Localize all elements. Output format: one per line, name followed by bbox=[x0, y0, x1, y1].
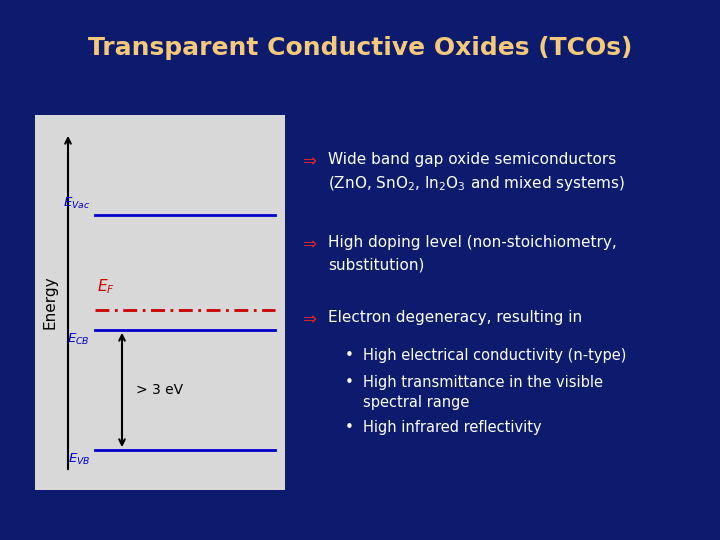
Text: Wide band gap oxide semiconductors: Wide band gap oxide semiconductors bbox=[328, 152, 616, 167]
Text: $E_{VB}$: $E_{VB}$ bbox=[68, 452, 90, 467]
Text: •: • bbox=[345, 375, 354, 390]
Text: ⇒: ⇒ bbox=[302, 152, 316, 170]
Text: substitution): substitution) bbox=[328, 257, 424, 272]
Text: High transmittance in the visible: High transmittance in the visible bbox=[363, 375, 603, 390]
Text: High electrical conductivity (n-type): High electrical conductivity (n-type) bbox=[363, 348, 626, 363]
Text: $E_F$: $E_F$ bbox=[97, 278, 115, 296]
Text: ⇒: ⇒ bbox=[302, 310, 316, 328]
Text: High infrared reflectivity: High infrared reflectivity bbox=[363, 420, 541, 435]
Bar bbox=[35, 115, 285, 490]
Text: $E_{CB}$: $E_{CB}$ bbox=[68, 332, 90, 347]
Text: spectral range: spectral range bbox=[363, 395, 469, 410]
Text: •: • bbox=[345, 348, 354, 363]
Text: High doping level (non-stoichiometry,: High doping level (non-stoichiometry, bbox=[328, 235, 617, 250]
Text: (ZnO, SnO$_2$, In$_2$O$_3$ and mixed systems): (ZnO, SnO$_2$, In$_2$O$_3$ and mixed sys… bbox=[328, 174, 625, 193]
Text: > 3 eV: > 3 eV bbox=[136, 383, 183, 397]
Text: ⇒: ⇒ bbox=[302, 235, 316, 253]
Text: $E_{Vac}$: $E_{Vac}$ bbox=[63, 196, 90, 211]
Text: Electron degeneracy, resulting in: Electron degeneracy, resulting in bbox=[328, 310, 582, 325]
Text: Energy: Energy bbox=[42, 276, 58, 329]
Text: Transparent Conductive Oxides (TCOs): Transparent Conductive Oxides (TCOs) bbox=[88, 36, 632, 60]
Text: •: • bbox=[345, 420, 354, 435]
